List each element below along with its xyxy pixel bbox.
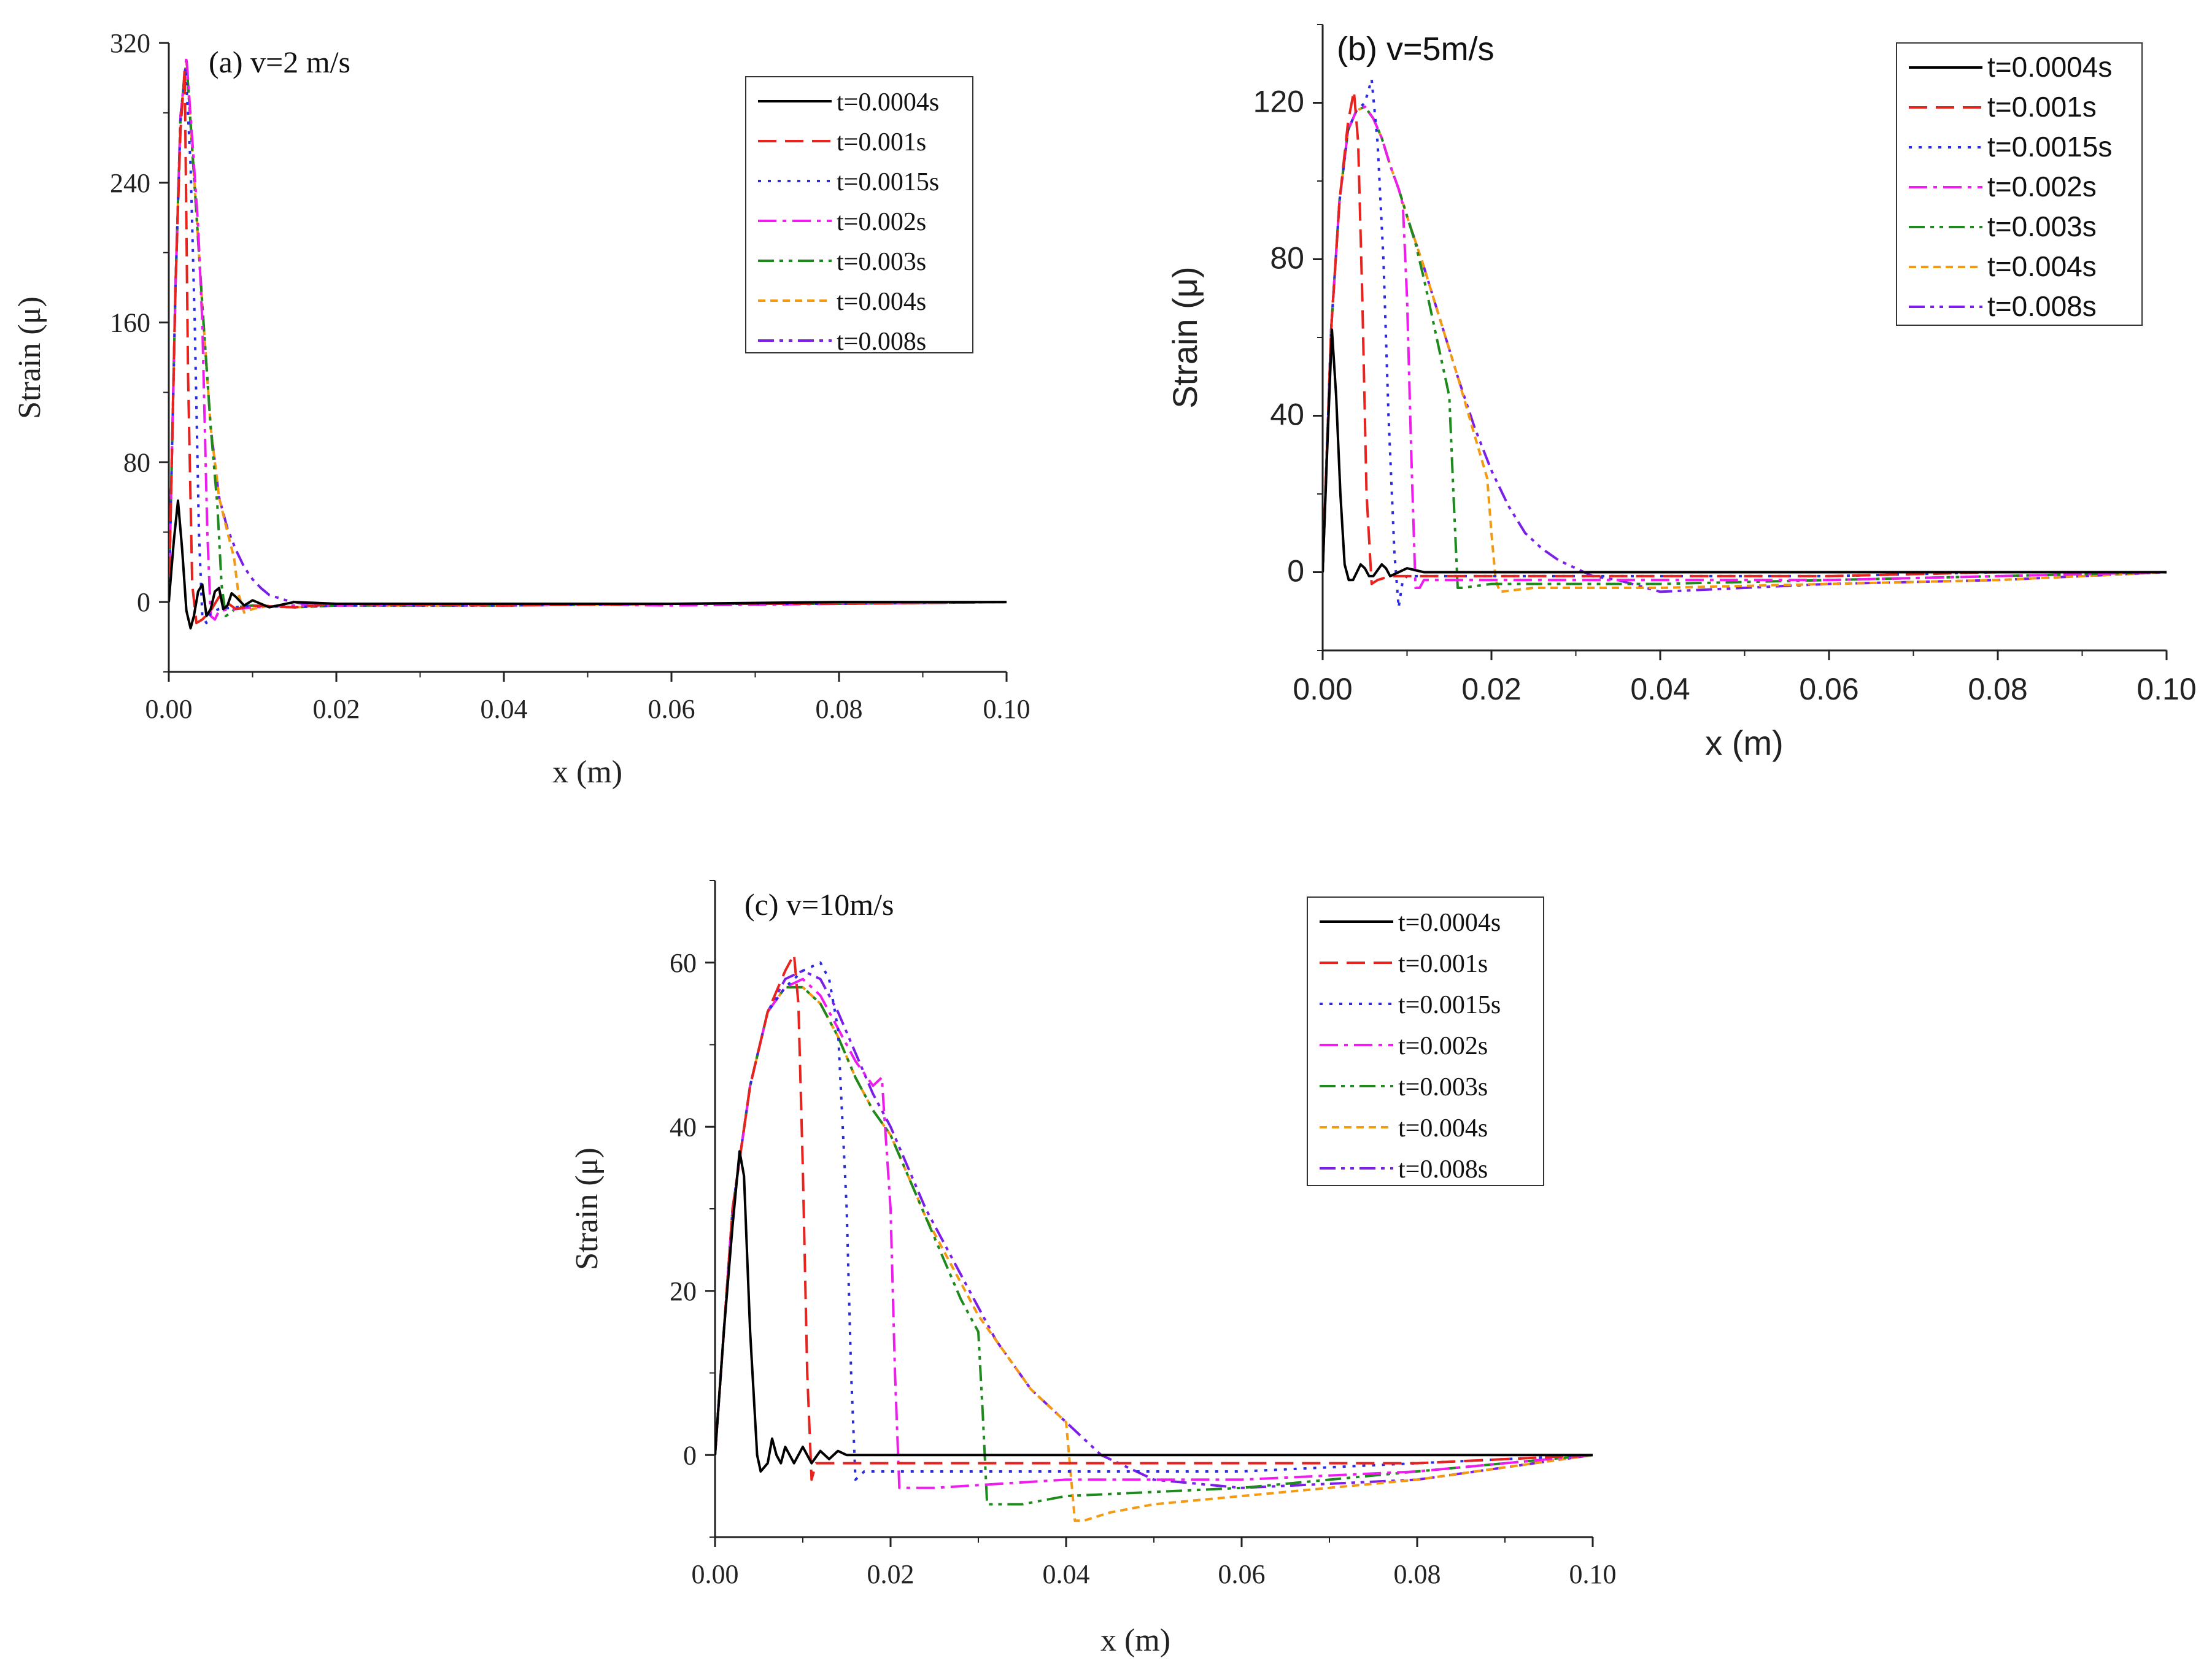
series-line-t-0-008s: [1323, 105, 2167, 593]
y-tick-label: 80: [123, 447, 150, 477]
legend-entry-label: t=0.001s: [1987, 91, 2097, 123]
legend-entry-label: t=0.002s: [837, 208, 926, 236]
x-axis-title: x (m): [1705, 723, 1784, 762]
x-tick-label: 0.00: [692, 1559, 739, 1589]
y-tick-label: 0: [1287, 554, 1304, 588]
legend-entry-label: t=0.003s: [837, 248, 926, 276]
x-tick-label: 0.06: [648, 694, 695, 724]
x-tick-label: 0.02: [313, 694, 360, 724]
legend-entry-label: t=0.008s: [837, 328, 926, 356]
series-line-t-0-0004s: [715, 1150, 1593, 1473]
y-tick-label: 40: [1270, 398, 1304, 432]
legend-entry-label: t=0.0004s: [1398, 909, 1501, 937]
panel-b: 0.00 0.02 0.04 0.06 0.08 0.10 0 40 80 120 x (m) Str…: [1166, 24, 2197, 762]
x-axis-title: x (m): [1100, 1623, 1170, 1658]
y-axis-title: Strain (μ): [1166, 266, 1204, 408]
x-tick-label: 0.04: [1630, 672, 1690, 706]
series-line-t-0-001s: [1323, 90, 2167, 585]
y-tick-label: 0: [137, 587, 150, 617]
series-line-t-0-0004s: [169, 499, 1007, 630]
y-tick-label: 0: [683, 1440, 697, 1470]
series-line-t-0-008s: [715, 970, 1593, 1489]
y-tick-label: 20: [670, 1276, 697, 1306]
legend-box: [745, 76, 973, 353]
y-tick-label: 160: [110, 308, 150, 338]
legend-entry-label: t=0.0015s: [1987, 131, 2112, 163]
panel-a: 0.00 0.02 0.04 0.06 0.08 0.10 0 80 160 240 320 x (m…: [12, 28, 1031, 790]
y-axis-title: Strain (μ): [570, 1147, 605, 1270]
legend-entry-label: t=0.003s: [1398, 1073, 1488, 1101]
series-line-t-0-001s: [715, 953, 1593, 1481]
panel-title: (a) v=2 m/s: [209, 45, 350, 79]
x-axis-title: x (m): [552, 755, 622, 790]
legend-entry-label: t=0.004s: [1398, 1114, 1488, 1143]
legend-box: [1896, 42, 2143, 326]
x-tick-label: 0.06: [1218, 1559, 1266, 1589]
x-tick-label: 0.02: [867, 1559, 915, 1589]
x-tick-label: 0.10: [1569, 1559, 1617, 1589]
x-tick-label: 0.08: [1968, 672, 2027, 706]
x-tick-label: 0.10: [983, 694, 1031, 724]
legend-entry-label: t=0.004s: [837, 288, 926, 316]
x-tick-label: 0.08: [1394, 1559, 1441, 1589]
legend-entry-label: t=0.0004s: [1987, 51, 2112, 83]
panel-title: (b) v=5m/s: [1337, 31, 1495, 67]
x-tick-label: 0.02: [1461, 672, 1521, 706]
x-tick-label: 0.00: [145, 694, 193, 724]
legend-entry-label: t=0.002s: [1398, 1032, 1488, 1060]
series-line-t-0-001s: [169, 67, 1007, 625]
x-tick-label: 0.08: [816, 694, 863, 724]
legend-entry-label: t=0.002s: [1987, 171, 2097, 202]
legend-entry-label: t=0.0015s: [1398, 991, 1501, 1019]
legend-entry-label: t=0.001s: [1398, 950, 1488, 978]
legend-entry-label: t=0.004s: [1987, 250, 2097, 282]
x-tick-label: 0.04: [481, 694, 528, 724]
legend-entry-label: t=0.001s: [837, 128, 926, 156]
y-axis-title: Strain (μ): [12, 296, 47, 419]
y-tick-label: 60: [670, 948, 697, 978]
legend-box: [1307, 896, 1544, 1186]
series-line-t-0-0015s: [1323, 78, 2167, 609]
y-tick-label: 40: [670, 1112, 697, 1142]
series-line-t-0-0004s: [1323, 328, 2167, 582]
legend-entry-label: t=0.008s: [1398, 1155, 1488, 1184]
panel-title: (c) v=10m/s: [744, 887, 894, 922]
x-tick-label: 0.04: [1043, 1559, 1090, 1589]
y-tick-label: 120: [1253, 85, 1304, 119]
legend-entry-label: t=0.0015s: [837, 168, 939, 196]
x-tick-label: 0.00: [1293, 672, 1352, 706]
panel-c: 0.00 0.02 0.04 0.06 0.08 0.10 0 20 40 60 x (m) Stra…: [570, 880, 1617, 1658]
y-tick-label: 80: [1270, 241, 1304, 276]
y-tick-label: 240: [110, 168, 150, 198]
series-line-t-0-002s: [169, 55, 1007, 621]
y-tick-label: 320: [110, 28, 150, 58]
legend-entry-label: t=0.008s: [1987, 290, 2097, 322]
legend-entry-label: t=0.0004s: [837, 88, 939, 117]
legend-entry-label: t=0.003s: [1987, 210, 2097, 242]
x-tick-label: 0.06: [1799, 672, 1858, 706]
x-tick-label: 0.10: [2137, 672, 2196, 706]
